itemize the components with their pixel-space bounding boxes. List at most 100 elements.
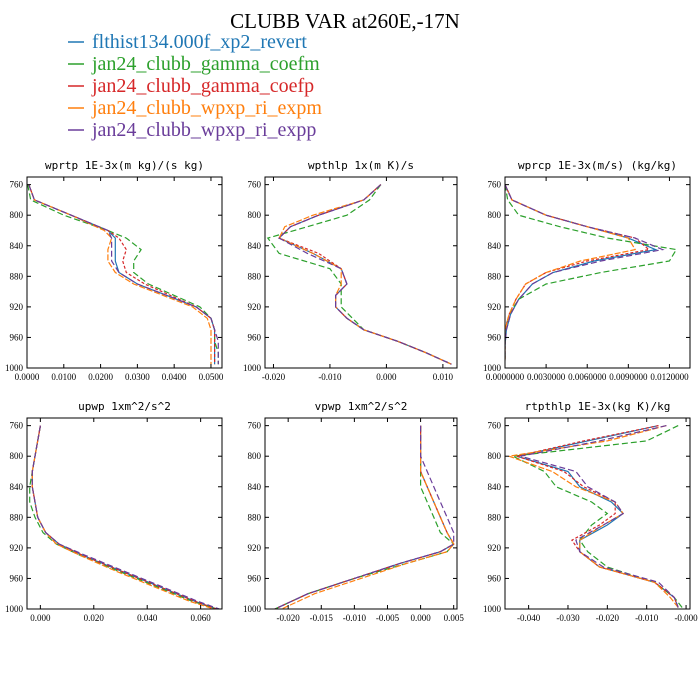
y-tick-label: 800 xyxy=(488,451,502,461)
x-tick-label: 0.060 xyxy=(191,613,212,623)
y-tick-label: 800 xyxy=(248,451,262,461)
y-tick-label: 840 xyxy=(248,241,262,251)
panels: wprtp 1E-3x(m kg)/(s kg) 760 800 840 880 920 9… xyxy=(5,159,698,623)
series-line xyxy=(514,425,679,608)
y-tick-label: 920 xyxy=(10,302,24,312)
series-line xyxy=(31,425,220,609)
panel: vpwp 1xm^2/s^2 760 800 840 880 920 960 1000 -0.0… xyxy=(243,400,464,623)
y-tick-label: 800 xyxy=(488,210,502,220)
x-tick-label: 0.0400 xyxy=(162,372,187,382)
x-tick-label: 0.000 xyxy=(410,613,431,623)
legend-entry: jan24_clubb_gamma_coefp xyxy=(91,75,314,97)
legend-entry: jan24_clubb_gamma_coefm xyxy=(91,53,320,75)
series-line xyxy=(281,425,455,609)
panel: wprcp 1E-3x(m/s) (kg/kg) 760 800 840 880 920 9… xyxy=(483,159,691,382)
y-tick-label: 920 xyxy=(10,543,24,553)
y-tick-label: 800 xyxy=(248,210,262,220)
panel: upwp 1xm^2/s^2 760 800 840 880 920 960 1000 0.00… xyxy=(5,400,223,623)
figure-title: CLUBB VAR at260E,-17N xyxy=(230,9,460,33)
panel: rtpthlp 1E-3x(kg K)/kg 760 800 840 880 920 960… xyxy=(483,400,698,623)
series-line xyxy=(28,184,212,365)
panel-title: vpwp 1xm^2/s^2 xyxy=(315,400,408,413)
y-tick-label: 920 xyxy=(488,302,502,312)
x-tick-label: -0.010 xyxy=(318,372,342,382)
x-tick-label: -0.040 xyxy=(517,613,541,623)
y-tick-label: 880 xyxy=(248,512,262,522)
series-line xyxy=(266,184,452,365)
x-tick-label: -0.020 xyxy=(277,613,301,623)
y-tick-label: 840 xyxy=(488,241,502,251)
y-tick-label: 920 xyxy=(248,543,262,553)
x-tick-label: 0.0000 xyxy=(15,372,40,382)
series-line xyxy=(508,425,679,608)
x-tick-label: -0.015 xyxy=(310,613,334,623)
series-line xyxy=(31,425,217,609)
panel-title: wprtp 1E-3x(m kg)/(s kg) xyxy=(45,159,204,172)
y-tick-label: 880 xyxy=(248,271,262,281)
y-tick-label: 960 xyxy=(10,332,24,342)
y-tick-label: 840 xyxy=(10,241,24,251)
x-tick-label: 0.0060000 xyxy=(568,372,607,382)
x-tick-label: 0.0030000 xyxy=(527,372,566,382)
panel-title: wprcp 1E-3x(m/s) (kg/kg) xyxy=(518,159,677,172)
series-line xyxy=(516,425,679,608)
y-tick-label: 960 xyxy=(248,573,262,583)
legend-entry: jan24_clubb_wpxp_ri_expp xyxy=(91,119,316,141)
series-line xyxy=(274,425,455,609)
series-line xyxy=(278,184,452,365)
y-tick-label: 960 xyxy=(248,332,262,342)
plot-frame xyxy=(504,176,691,369)
y-tick-label: 960 xyxy=(10,573,24,583)
panel: wprtp 1E-3x(m kg)/(s kg) 760 800 840 880 920 9… xyxy=(5,159,224,382)
series-line xyxy=(31,425,217,609)
x-tick-label: 0.0200 xyxy=(88,372,113,382)
x-tick-label: 0.010 xyxy=(433,372,454,382)
series-line xyxy=(274,425,455,609)
x-tick-label: 0.000 xyxy=(30,613,51,623)
x-tick-label: 0.0100 xyxy=(51,372,76,382)
series-line xyxy=(505,184,658,361)
series-line xyxy=(31,425,215,609)
x-tick-label: 0.0090000 xyxy=(609,372,648,382)
series-line xyxy=(278,184,452,365)
plot-frame xyxy=(26,417,223,610)
panel-title: upwp 1xm^2/s^2 xyxy=(78,400,171,413)
x-tick-label: -0.020 xyxy=(262,372,286,382)
x-tick-label: -0.030 xyxy=(556,613,580,623)
y-tick-label: 880 xyxy=(10,271,24,281)
y-tick-label: 1000 xyxy=(483,363,502,373)
x-tick-label: 0.0120000 xyxy=(650,372,689,382)
y-tick-label: 1000 xyxy=(5,604,24,614)
y-tick-label: 880 xyxy=(10,512,24,522)
series-line xyxy=(505,184,665,361)
x-tick-label: 0.005 xyxy=(444,613,465,623)
panel-title: rtpthlp 1E-3x(kg K)/kg xyxy=(525,400,671,413)
plot-frame xyxy=(264,176,458,369)
x-tick-label: -0.005 xyxy=(376,613,400,623)
series-line xyxy=(274,425,455,609)
y-tick-label: 960 xyxy=(488,332,502,342)
series-line xyxy=(274,425,455,609)
panel-title: wpthlp 1x(m K)/s xyxy=(308,159,414,172)
y-tick-label: 920 xyxy=(248,302,262,312)
y-tick-label: 760 xyxy=(488,180,502,190)
x-tick-label: 0.0300 xyxy=(125,372,150,382)
x-tick-label: -0.000 xyxy=(674,613,698,623)
x-tick-label: 0.0500 xyxy=(199,372,224,382)
series-line xyxy=(505,184,678,361)
plot-frame xyxy=(504,417,691,610)
y-tick-label: 920 xyxy=(488,543,502,553)
y-tick-label: 1000 xyxy=(483,604,502,614)
series-line xyxy=(520,425,679,608)
y-tick-label: 960 xyxy=(488,573,502,583)
y-tick-label: 1000 xyxy=(243,363,262,373)
x-tick-label: 0.0000000 xyxy=(486,372,525,382)
plot-frame xyxy=(26,176,223,369)
x-tick-label: -0.010 xyxy=(343,613,367,623)
series-line xyxy=(505,184,651,361)
y-tick-label: 760 xyxy=(10,180,24,190)
y-tick-label: 880 xyxy=(488,271,502,281)
legend-entry: flthist134.000f_xp2_revert xyxy=(92,31,307,53)
y-tick-label: 760 xyxy=(248,421,262,431)
